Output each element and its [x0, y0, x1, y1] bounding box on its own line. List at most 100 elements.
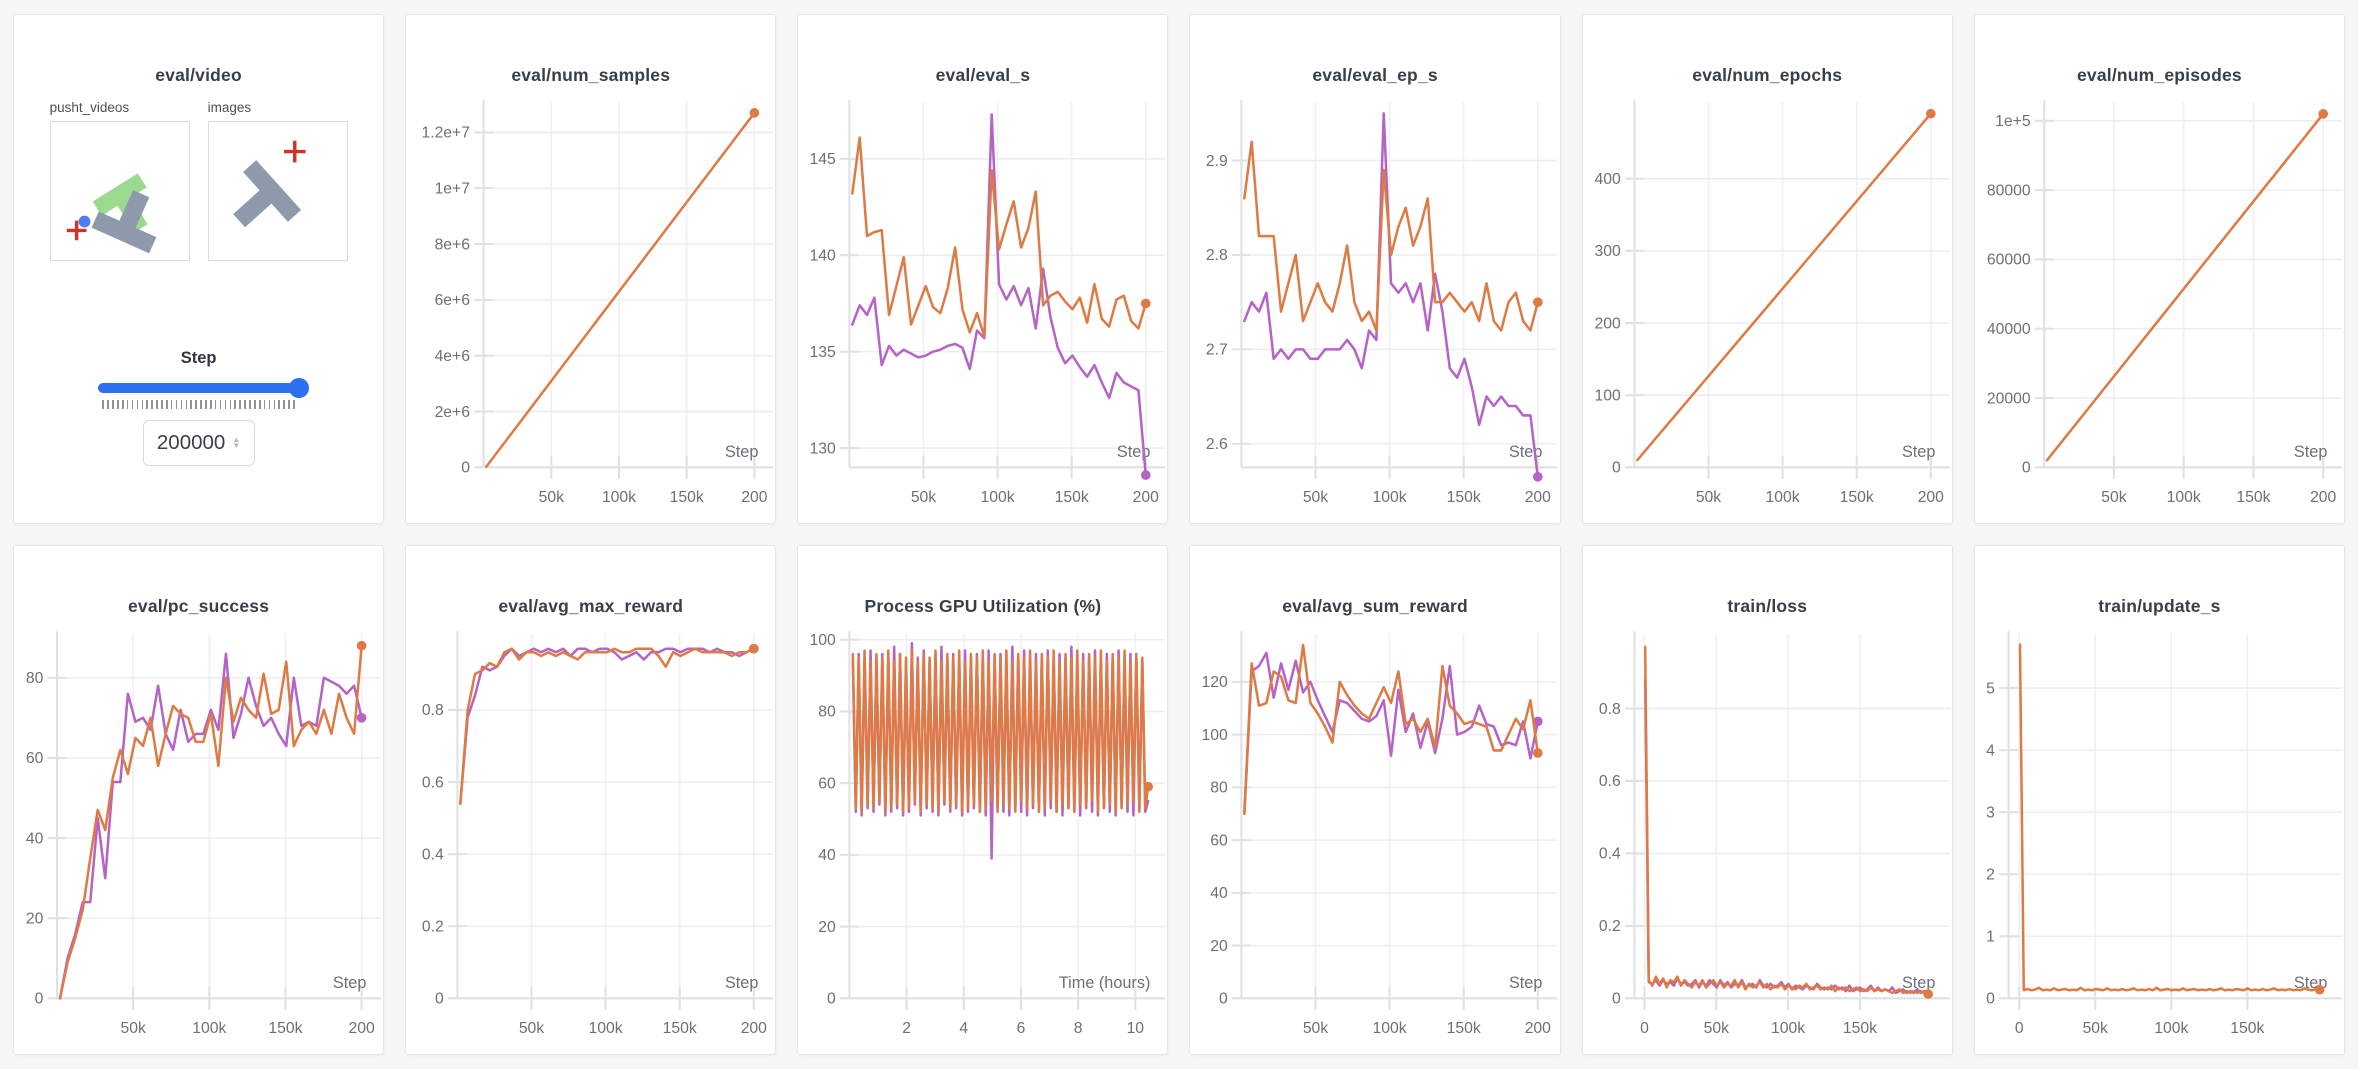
panel-title: eval/num_episodes: [2076, 65, 2242, 85]
svg-text:0.4: 0.4: [1599, 846, 1621, 863]
panel-eval-pc-success[interactable]: eval/pc_success 0 20 40 60 80 50k 100k 150k 200 S…: [13, 545, 385, 1055]
svg-text:50k: 50k: [1303, 1020, 1328, 1037]
svg-text:0: 0: [1219, 991, 1228, 1008]
svg-text:0.6: 0.6: [422, 774, 444, 791]
svg-text:4: 4: [960, 1020, 969, 1037]
media-item-pusht-videos: pusht_videos: [49, 100, 190, 261]
svg-text:Step: Step: [1509, 974, 1542, 992]
step-value: 200000: [156, 431, 226, 454]
svg-text:Step: Step: [2294, 443, 2327, 461]
svg-text:100k: 100k: [1373, 489, 1407, 506]
line-chart: 130 135 140 145 50k 100k 150k 200 Step: [810, 100, 1166, 506]
video-thumbnail-pusht-videos[interactable]: [49, 121, 190, 261]
svg-text:150k: 150k: [663, 1020, 697, 1037]
svg-text:60: 60: [819, 775, 837, 792]
svg-text:300: 300: [1594, 243, 1620, 260]
svg-text:50k: 50k: [539, 489, 564, 506]
stepper-arrows-icon[interactable]: ▲ ▼: [232, 435, 241, 450]
svg-text:50k: 50k: [1703, 1020, 1728, 1037]
svg-text:0.8: 0.8: [1599, 701, 1621, 718]
panel-eval-avg-max-reward[interactable]: eval/avg_max_reward 0 0.2 0.4 0.6 0.8 50k 100k…: [405, 545, 777, 1055]
svg-text:100k: 100k: [1765, 489, 1799, 506]
panel-title: eval/video: [155, 65, 242, 85]
panel-eval-num-samples[interactable]: eval/num_samples 0 2e+6 4e+6 6e+6 8e+6 1e+7 1.…: [405, 14, 777, 524]
svg-text:150k: 150k: [2230, 1020, 2264, 1037]
media-key-label: images: [207, 100, 252, 115]
svg-text:4: 4: [1986, 742, 1995, 759]
media-item-images: images: [207, 100, 348, 261]
svg-text:120: 120: [1202, 674, 1228, 691]
line-chart: 2.6 2.7 2.8 2.9 50k 100k 150k 200 Step: [1206, 100, 1558, 506]
svg-text:1e+7: 1e+7: [435, 180, 470, 197]
svg-text:20: 20: [819, 919, 837, 936]
step-value-input[interactable]: 200000 ▲ ▼: [142, 420, 255, 466]
image-thumbnail-images[interactable]: [207, 121, 348, 261]
svg-text:1.2e+7: 1.2e+7: [422, 125, 471, 142]
svg-text:60: 60: [1211, 832, 1229, 849]
svg-text:0: 0: [35, 991, 44, 1008]
svg-text:8e+6: 8e+6: [435, 236, 471, 253]
svg-text:60: 60: [26, 750, 44, 767]
panel-eval-video[interactable]: eval/video pusht_videos: [13, 14, 385, 524]
svg-text:100k: 100k: [192, 1020, 226, 1037]
panel-train-loss[interactable]: train/loss 0 0.2 0.4 0.6 0.8 0 50k 100k 150k Step: [1581, 545, 1953, 1055]
svg-text:50k: 50k: [2101, 489, 2126, 506]
line-chart: 0 0.2 0.4 0.6 0.8 50k 100k 150k 200 Step: [422, 631, 774, 1037]
svg-text:2e+6: 2e+6: [435, 404, 471, 421]
svg-text:6e+6: 6e+6: [435, 292, 471, 309]
svg-text:40: 40: [26, 830, 44, 847]
panel-train-update-s[interactable]: train/update_s 0 1 2 3 4 5 0 50k 100k 150k Step: [1973, 545, 2345, 1055]
svg-text:200: 200: [2310, 489, 2336, 506]
svg-text:200: 200: [1133, 489, 1159, 506]
step-slider-tick-ruler: [14, 400, 383, 409]
svg-text:Step: Step: [725, 974, 758, 992]
panel-process-gpu-utilization[interactable]: Process GPU Utilization (%) 0 20 40 60 80 100…: [797, 545, 1169, 1055]
panel-eval-num-episodes[interactable]: eval/num_episodes 0 20000 40000 60000 80000 1…: [1973, 14, 2345, 524]
svg-text:20000: 20000: [1987, 390, 2031, 407]
line-chart: 0 20 40 60 80 100 120 50k 100k 150k 200 Step: [1202, 631, 1558, 1037]
pusht-video-frame-icon: [66, 173, 156, 254]
svg-text:Step: Step: [333, 974, 366, 992]
panel-eval-eval-s[interactable]: eval/eval_s 130 135 140 145 50k 100k 150k 200 St…: [797, 14, 1169, 524]
svg-text:Time (hours): Time (hours): [1059, 974, 1151, 992]
step-slider-label: Step: [180, 349, 217, 367]
svg-text:0.4: 0.4: [422, 846, 444, 863]
line-chart: 0 100 200 300 400 50k 100k 150k 200 Step: [1594, 100, 1950, 506]
panel-eval-avg-sum-reward[interactable]: eval/avg_sum_reward 0 20 40 60 80 100 120 50k 10…: [1189, 545, 1561, 1055]
svg-text:40000: 40000: [1987, 321, 2031, 338]
svg-text:50k: 50k: [120, 1020, 145, 1037]
svg-text:200: 200: [1594, 315, 1620, 332]
media-thumbnails: pusht_videos: [14, 100, 383, 261]
panel-eval-eval-ep-s[interactable]: eval/eval_ep_s 2.6 2.7 2.8 2.9 50k 100k 150k 20…: [1189, 14, 1561, 524]
svg-text:150k: 150k: [268, 1020, 302, 1037]
panel-eval-num-epochs[interactable]: eval/num_epochs 0 100 200 300 400 50k 100k 150k…: [1581, 14, 1953, 524]
panel-title: eval/avg_max_reward: [498, 596, 684, 616]
svg-text:0.6: 0.6: [1599, 773, 1621, 790]
svg-text:0.2: 0.2: [422, 919, 444, 936]
line-chart: 0 20 40 60 80 50k 100k 150k 200 Step: [26, 631, 382, 1037]
step-slider[interactable]: [97, 378, 309, 398]
line-chart: 0 2e+6 4e+6 6e+6 8e+6 1e+7 1.2e+7 50k 100k 150k 20…: [422, 100, 774, 506]
svg-text:100k: 100k: [2154, 1020, 2188, 1037]
svg-text:400: 400: [1594, 171, 1620, 188]
svg-text:0: 0: [1612, 991, 1621, 1008]
svg-text:200: 200: [1525, 1020, 1551, 1037]
svg-text:0: 0: [435, 991, 444, 1008]
svg-text:50k: 50k: [519, 1020, 544, 1037]
panel-title: eval/num_epochs: [1692, 65, 1843, 85]
svg-text:200: 200: [741, 489, 767, 506]
line-chart: 0 20000 40000 60000 80000 1e+5 50k 100k 150k 200 S…: [1987, 100, 2342, 506]
svg-text:135: 135: [810, 344, 836, 361]
media-key-label: pusht_videos: [49, 100, 130, 115]
svg-text:80: 80: [819, 704, 837, 721]
svg-text:0: 0: [461, 460, 470, 477]
step-slider-thumb[interactable]: [288, 378, 309, 398]
svg-text:150k: 150k: [1447, 489, 1481, 506]
svg-text:100k: 100k: [1373, 1020, 1407, 1037]
svg-text:150k: 150k: [670, 489, 704, 506]
panel-title: train/update_s: [2098, 596, 2221, 616]
svg-text:0: 0: [2015, 1020, 2024, 1037]
svg-text:2: 2: [1986, 866, 1995, 883]
svg-text:Step: Step: [1902, 974, 1935, 992]
svg-text:Step: Step: [1509, 443, 1542, 461]
